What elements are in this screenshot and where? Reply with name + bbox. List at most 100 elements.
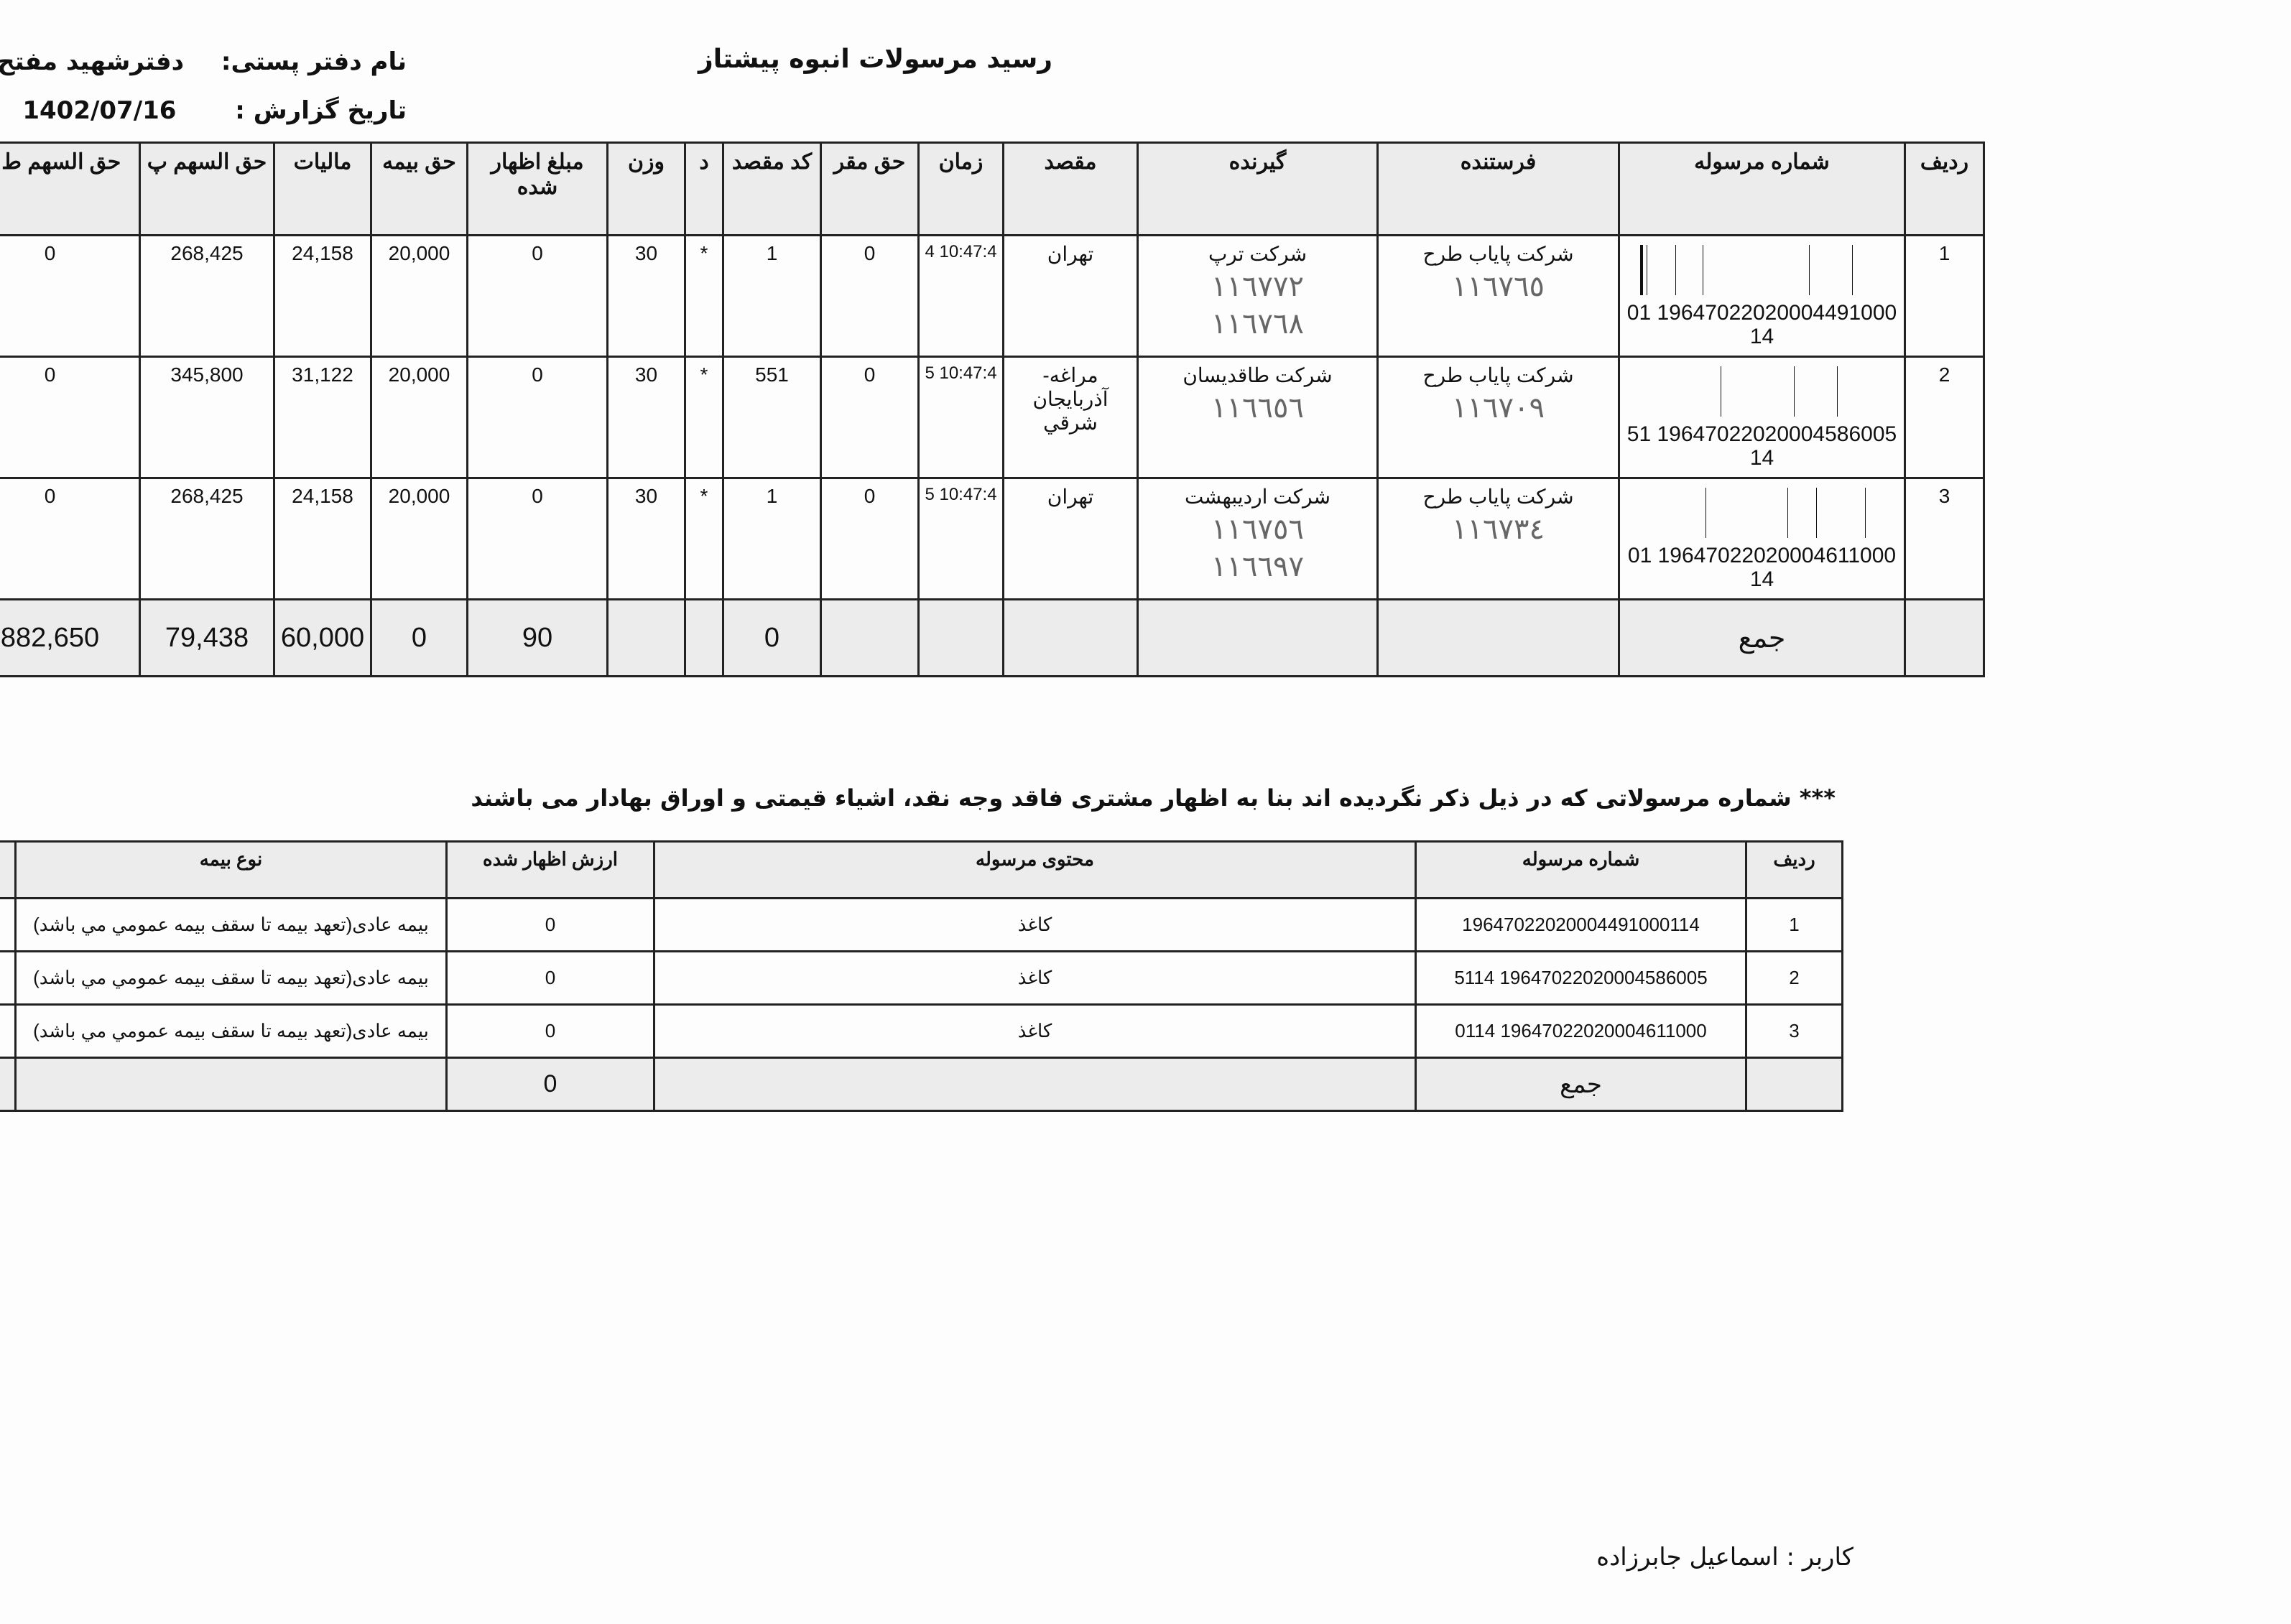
tracking-cell: 19647022020004611000 0114 bbox=[1618, 477, 1906, 600]
report-date: تاریخ گزارش : 1402/07/16 bbox=[22, 96, 407, 125]
total-empty bbox=[653, 1057, 1417, 1112]
share-t-cell: 0 bbox=[0, 234, 141, 358]
share-p-cell: 345,800 bbox=[139, 356, 275, 479]
tax-cell: 31,122 bbox=[273, 356, 372, 479]
declared-cell: 0 bbox=[445, 1003, 655, 1059]
insurance-type-cell: بیمه عادی(تعهد بیمه تا سقف بیمه عمومي مي… bbox=[14, 897, 448, 952]
dest-code-cell: 551 bbox=[722, 356, 822, 479]
time-cell: 10:47:4 5 bbox=[917, 477, 1004, 600]
office-name: نام دفتر پستی: دفترشهید مفتح تحت وب bbox=[0, 47, 407, 76]
total-declared: 0 bbox=[445, 1057, 655, 1112]
total-empty bbox=[0, 1057, 17, 1112]
column-header: د bbox=[684, 141, 724, 236]
column-header: حق مقر bbox=[820, 141, 920, 236]
total-empty bbox=[14, 1057, 448, 1112]
sender-cell: شرکت پایاب طرح ١١٦٧٦٥ bbox=[1376, 234, 1620, 358]
d-cell: * bbox=[684, 234, 724, 358]
user-name: اسماعیل جابرزاده bbox=[1596, 1543, 1779, 1572]
radif-cell: 3 bbox=[1745, 1003, 1843, 1059]
total-tax: 79,438 bbox=[139, 598, 275, 677]
column-header: فرستنده bbox=[1376, 141, 1620, 236]
weight-cell: 30 bbox=[606, 234, 686, 358]
total-declared: 0 bbox=[370, 598, 468, 677]
receiver-cell: شرکت اردیبهشت ١١٦٧٥٦ ١١٦٦٩٧ bbox=[1137, 477, 1379, 600]
column-header: مالیات bbox=[273, 141, 372, 236]
row-number: 2 bbox=[1904, 356, 1985, 479]
partial-cell bbox=[0, 950, 17, 1006]
table-row: 2 19647022020004586005 5114 شرکت پایاب طرح… bbox=[0, 356, 1985, 479]
declared-cell: 0 bbox=[466, 234, 608, 358]
declared-cell: 0 bbox=[445, 950, 655, 1006]
tracking-cell: 19647022020004586005 5114 bbox=[1415, 950, 1747, 1006]
content-cell: کاغذ bbox=[653, 1003, 1417, 1059]
column-header: محتوی مرسوله bbox=[653, 840, 1417, 899]
column-header: ردیف bbox=[1904, 141, 1985, 236]
partial-cell bbox=[0, 1003, 17, 1059]
handwritten-note: ١١٦٧٧٢ bbox=[1211, 270, 1304, 303]
sender-cell: شرکت پایاب طرح ١١٦٧٠٩ bbox=[1376, 356, 1620, 479]
tracking-cell: 19647022020004611000 0114 bbox=[1415, 1003, 1747, 1059]
haq-maqar-cell: 0 bbox=[820, 234, 920, 358]
tax-cell: 24,158 bbox=[273, 234, 372, 358]
user-line: کاربر : اسماعیل جابرزاده bbox=[1596, 1543, 1853, 1572]
handwritten-note: ١١٦٧٣٤ bbox=[1452, 513, 1545, 546]
total-insurance: 60,000 bbox=[273, 598, 372, 677]
total-empty bbox=[820, 598, 920, 677]
table-header-row: ردیف شماره مرسوله محتوی مرسوله ارزش اظهار ش… bbox=[0, 840, 1843, 899]
total-label: جمع bbox=[1618, 598, 1906, 677]
total-empty bbox=[1904, 598, 1985, 677]
handwritten-note: ١١٦٦٥٦ bbox=[1211, 391, 1304, 424]
column-header: وزن bbox=[606, 141, 686, 236]
weight-cell: 30 bbox=[606, 477, 686, 600]
time-cell: 10:47:4 4 bbox=[917, 234, 1004, 358]
column-header: شماره مرسوله bbox=[1618, 141, 1906, 236]
content-cell: کاغذ bbox=[653, 950, 1417, 1006]
total-haq-maqar: 0 bbox=[722, 598, 822, 677]
table-row: 3 19647022020004611000 0114 کاغذ 0 بیمه عادی… bbox=[0, 1003, 1843, 1059]
dest-code-cell: 1 bbox=[722, 477, 822, 600]
date-value: 1402/07/16 bbox=[22, 96, 177, 125]
handwritten-note: ١١٦٧٥٦ bbox=[1211, 513, 1304, 546]
receiver-cell: شرکت طاقدیسان ١١٦٦٥٦ bbox=[1137, 356, 1379, 479]
time-cell: 10:47:4 5 bbox=[917, 356, 1004, 479]
insurance-cell: 20,000 bbox=[370, 234, 468, 358]
user-label: کاربر : bbox=[1786, 1543, 1853, 1572]
total-empty bbox=[917, 598, 1004, 677]
total-label: جمع bbox=[1415, 1057, 1747, 1112]
total-empty bbox=[684, 598, 724, 677]
share-t-cell: 0 bbox=[0, 356, 141, 479]
column-header: ردیف bbox=[1745, 840, 1843, 899]
dest-cell: تهران bbox=[1002, 477, 1139, 600]
contents-table: ردیف شماره مرسوله محتوی مرسوله ارزش اظهار ش… bbox=[0, 840, 1843, 1112]
sender-cell: شرکت پایاب طرح ١١٦٧٣٤ bbox=[1376, 477, 1620, 600]
office-label: نام دفتر پستی: bbox=[221, 47, 407, 76]
row-number: 3 bbox=[1904, 477, 1985, 600]
table-row: 1 19647022020004491000114 کاغذ 0 بیمه عادی(ت… bbox=[0, 897, 1843, 952]
partial-cell bbox=[0, 897, 17, 952]
barcode-image bbox=[1720, 366, 1838, 417]
total-weight: 90 bbox=[466, 598, 608, 677]
declared-cell: 0 bbox=[466, 356, 608, 479]
column-header: مقصد bbox=[1002, 141, 1139, 236]
table-row: 1 19647022020004491000 0114 شرکت پایاب طرح… bbox=[0, 234, 1985, 358]
sender-name: شرکت پایاب طرح bbox=[1422, 243, 1574, 265]
total-empty bbox=[606, 598, 686, 677]
dest-code-cell: 1 bbox=[722, 234, 822, 358]
shipments-table: ردیف شماره مرسوله فرستنده گیرنده مقصد زمان حق … bbox=[0, 141, 1985, 677]
sender-name: شرکت پایاب طرح bbox=[1422, 364, 1574, 386]
column-header: حق السهم ط ق bbox=[0, 141, 141, 236]
date-label: تاریخ گزارش : bbox=[235, 96, 407, 125]
barcode-image bbox=[1705, 488, 1866, 538]
tracking-cell: 19647022020004491000114 bbox=[1415, 897, 1747, 952]
column-header: شماره مرسوله bbox=[1415, 840, 1747, 899]
barcode-image bbox=[1639, 245, 1853, 295]
column-header-partial bbox=[0, 840, 17, 899]
total-empty bbox=[1745, 1057, 1843, 1112]
handwritten-note: ١١٦٧٦٥ bbox=[1452, 270, 1545, 303]
share-p-cell: 268,425 bbox=[139, 234, 275, 358]
insurance-cell: 20,000 bbox=[370, 477, 468, 600]
d-cell: * bbox=[684, 356, 724, 479]
d-cell: * bbox=[684, 477, 724, 600]
dest-cell: مراغه-آذربایجان شرقي bbox=[1002, 356, 1139, 479]
column-header: زمان bbox=[917, 141, 1004, 236]
